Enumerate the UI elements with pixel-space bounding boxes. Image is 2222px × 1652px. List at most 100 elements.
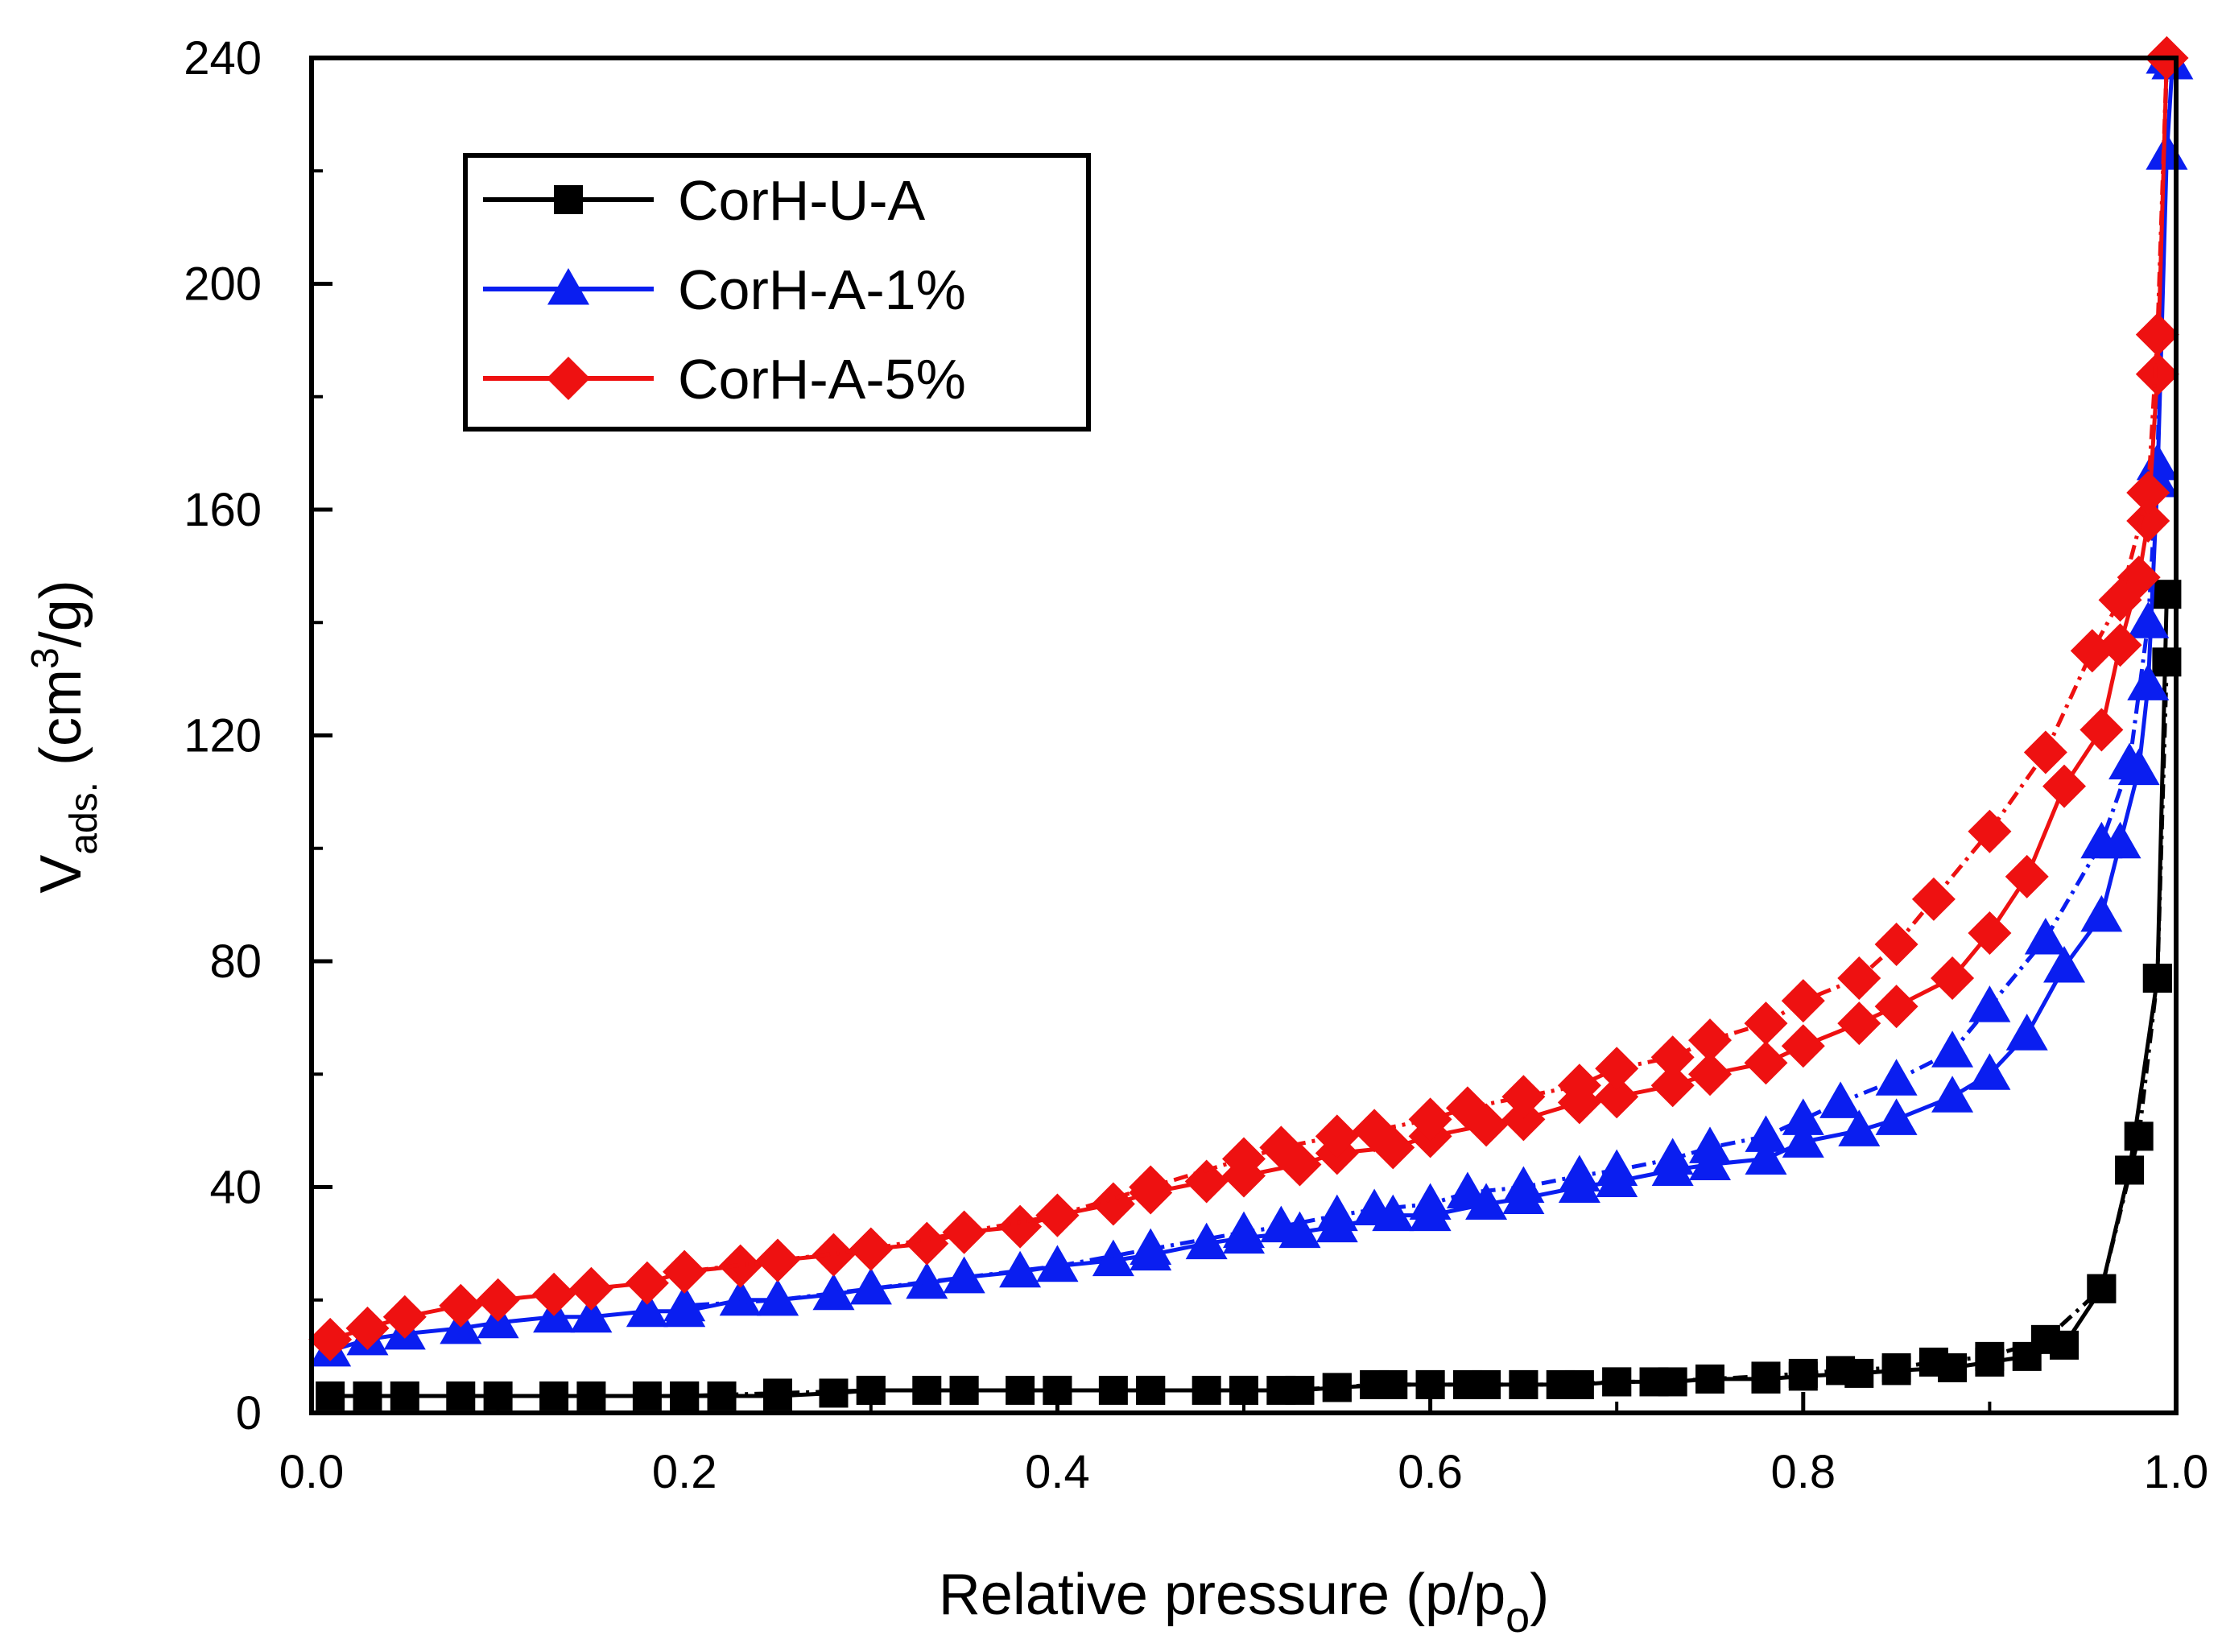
CorH-A-1%-desorption-point bbox=[1130, 1228, 1172, 1266]
CorH-U-A-desorption-point bbox=[1043, 1375, 1072, 1405]
CorH-A-1%-desorption-point bbox=[2136, 443, 2179, 481]
CorH-U-A-adsorption-point bbox=[576, 1381, 606, 1410]
CorH-A-5%-desorption-point bbox=[1557, 1063, 1601, 1108]
y-tick-labels: 0 40 80 120 160 200 240 bbox=[184, 32, 262, 1439]
CorH-A-5%-desorption-point bbox=[663, 1249, 707, 1294]
CorH-U-A-desorption-point bbox=[1266, 1375, 1296, 1405]
CorH-A-5%-desorption-point bbox=[1688, 1018, 1732, 1063]
CorH-A-5%-desorption-point bbox=[1501, 1075, 1546, 1119]
CorH-A-5%-adsorption-point bbox=[569, 1266, 613, 1311]
series-layer bbox=[308, 36, 2194, 1410]
CorH-U-A-desorption-point bbox=[1826, 1356, 1856, 1386]
CorH-U-A-adsorption-point bbox=[483, 1381, 513, 1410]
CorH-A-5%-adsorption-point bbox=[345, 1306, 390, 1350]
CorH-A-1%-adsorption-point bbox=[2043, 946, 2086, 983]
legend: CorH-U-A CorH-A-1% CorH-A-5% bbox=[463, 153, 1091, 432]
CorH-A-1%-desorption-point bbox=[2080, 821, 2123, 859]
CorH-A-5%-adsorption-point bbox=[1595, 1075, 1639, 1119]
CorH-A-5%-adsorption-point bbox=[812, 1233, 856, 1277]
CorH-U-A-desorption-point bbox=[763, 1378, 792, 1408]
CorH-A-5%-desorption-point bbox=[756, 1238, 799, 1282]
y-tick-label: 80 bbox=[209, 935, 262, 988]
CorH-A-5%-adsorption-point bbox=[308, 1317, 353, 1361]
CorH-A-1%-desorption-point bbox=[1782, 1098, 1824, 1135]
CorH-U-A-desorption-point bbox=[670, 1381, 700, 1410]
CorH-U-A-desorption-point bbox=[1695, 1364, 1724, 1394]
CorH-A-1%-desorption-point bbox=[943, 1256, 985, 1294]
y-tick-label: 0 bbox=[236, 1387, 262, 1439]
y-tick-label: 120 bbox=[184, 710, 262, 762]
CorH-A-5%-desorption-point bbox=[2135, 312, 2179, 357]
CorH-U-A-desorption-point bbox=[1509, 1369, 1538, 1399]
CorH-U-A-desorption-point bbox=[1975, 1341, 2005, 1371]
CorH-A-1%-adsorption-point bbox=[1875, 1098, 1918, 1135]
CorH-A-5%-desorption-line bbox=[684, 57, 2169, 1274]
CorH-A-5%-desorption-point bbox=[2098, 578, 2142, 622]
CorH-U-A-desorption-point bbox=[1546, 1369, 1576, 1399]
CorH-A-5%-desorption-point bbox=[2126, 470, 2170, 514]
CorH-U-A-desorption-point bbox=[1452, 1369, 1482, 1399]
CorH-A-5%-adsorption-point bbox=[2135, 352, 2179, 396]
CorH-U-A-adsorption-point bbox=[316, 1381, 345, 1410]
CorH-A-5%-desorption-point bbox=[1222, 1137, 1266, 1181]
CorH-A-1%-desorption-point bbox=[1502, 1166, 1545, 1203]
CorH-A-1%-desorption-point bbox=[663, 1284, 706, 1322]
CorH-A-5%-desorption-point bbox=[1353, 1109, 1397, 1153]
CorH-A-5%-adsorption-point bbox=[1184, 1159, 1229, 1204]
CorH-A-5%-desorption-point bbox=[1595, 1047, 1639, 1091]
CorH-A-1%-adsorption-point bbox=[2080, 894, 2123, 932]
CorH-A-1%-desorption-point bbox=[1260, 1205, 1303, 1243]
CorH-A-1%-adsorption-point bbox=[1782, 1121, 1824, 1158]
legend-label: CorH-U-A bbox=[678, 169, 926, 232]
CorH-U-A-adsorption-point bbox=[539, 1381, 569, 1410]
CorH-A-5%-adsorption-point bbox=[2080, 708, 2124, 752]
CorH-A-1%-adsorption-point bbox=[1185, 1222, 1228, 1260]
CorH-A-5%-desorption-point bbox=[1650, 1035, 1695, 1080]
x-axis-title: Relative pressure (p/po) bbox=[939, 1563, 1549, 1642]
series-CorH-A-1% bbox=[309, 37, 2194, 1367]
CorH-A-1%-adsorption-point bbox=[1745, 1138, 1787, 1175]
CorH-A-1%-adsorption-point bbox=[626, 1290, 668, 1328]
CorH-U-A-desorption-point bbox=[1751, 1361, 1781, 1391]
CorH-A-1%-adsorption-point bbox=[2146, 133, 2188, 170]
y-tick-label: 200 bbox=[184, 258, 262, 311]
CorH-A-1%-desorption-point bbox=[1689, 1126, 1731, 1163]
CorH-A-5%-adsorption-point bbox=[2126, 499, 2170, 543]
CorH-A-5%-adsorption-point bbox=[1874, 985, 1918, 1029]
CorH-A-1%-adsorption-point bbox=[2005, 1014, 2048, 1051]
CorH-A-5%-adsorption-point bbox=[1781, 1024, 1825, 1068]
CorH-A-5%-adsorption-point bbox=[532, 1272, 576, 1316]
CorH-U-A-desorption-point bbox=[1602, 1367, 1632, 1397]
CorH-U-A-desorption-point bbox=[2087, 1274, 2117, 1303]
CorH-A-1%-desorption-point bbox=[2024, 917, 2067, 955]
CorH-U-A-adsorption-point bbox=[353, 1381, 382, 1410]
CorH-U-A-adsorption-point bbox=[390, 1381, 419, 1410]
CorH-A-1%-desorption-point bbox=[1223, 1211, 1265, 1249]
CorH-A-5%-desorption-point bbox=[1445, 1086, 1489, 1130]
CorH-A-5%-desorption-point bbox=[2023, 730, 2067, 774]
CorH-A-1%-desorption-point bbox=[1651, 1138, 1694, 1175]
legend-marker bbox=[554, 185, 583, 214]
CorH-U-A-desorption-point bbox=[1229, 1375, 1258, 1405]
series-CorH-U-A bbox=[316, 580, 2182, 1410]
CorH-A-5%-desorption-point bbox=[1315, 1114, 1359, 1158]
CorH-A-1%-desorption-point bbox=[2108, 742, 2151, 780]
legend-label: CorH-A-5% bbox=[678, 348, 966, 411]
CorH-U-A-desorption-point bbox=[1788, 1358, 1818, 1388]
legend-marker bbox=[547, 357, 590, 400]
y-axis-title: Vads. (cm3/g) bbox=[24, 580, 105, 893]
CorH-U-A-adsorption-point bbox=[632, 1381, 662, 1410]
x-tick-label: 0.8 bbox=[1770, 1446, 1836, 1498]
x-tick-label: 0.4 bbox=[1025, 1446, 1090, 1498]
CorH-A-1%-desorption-point bbox=[1968, 985, 2011, 1022]
x-tick-label: 0.0 bbox=[279, 1446, 345, 1498]
CorH-A-1%-desorption-point bbox=[1596, 1149, 1638, 1186]
CorH-U-A-desorption-point bbox=[1881, 1353, 1911, 1382]
CorH-A-1%-desorption-point bbox=[2127, 601, 2170, 638]
CorH-A-5%-desorption-point bbox=[1911, 877, 1956, 921]
CorH-A-1%-adsorption-point bbox=[1465, 1183, 1508, 1220]
CorH-A-5%-desorption-point bbox=[1129, 1165, 1173, 1209]
CorH-A-5%-adsorption-point bbox=[2042, 764, 2087, 808]
CorH-A-1%-adsorption-point bbox=[1968, 1053, 2011, 1090]
